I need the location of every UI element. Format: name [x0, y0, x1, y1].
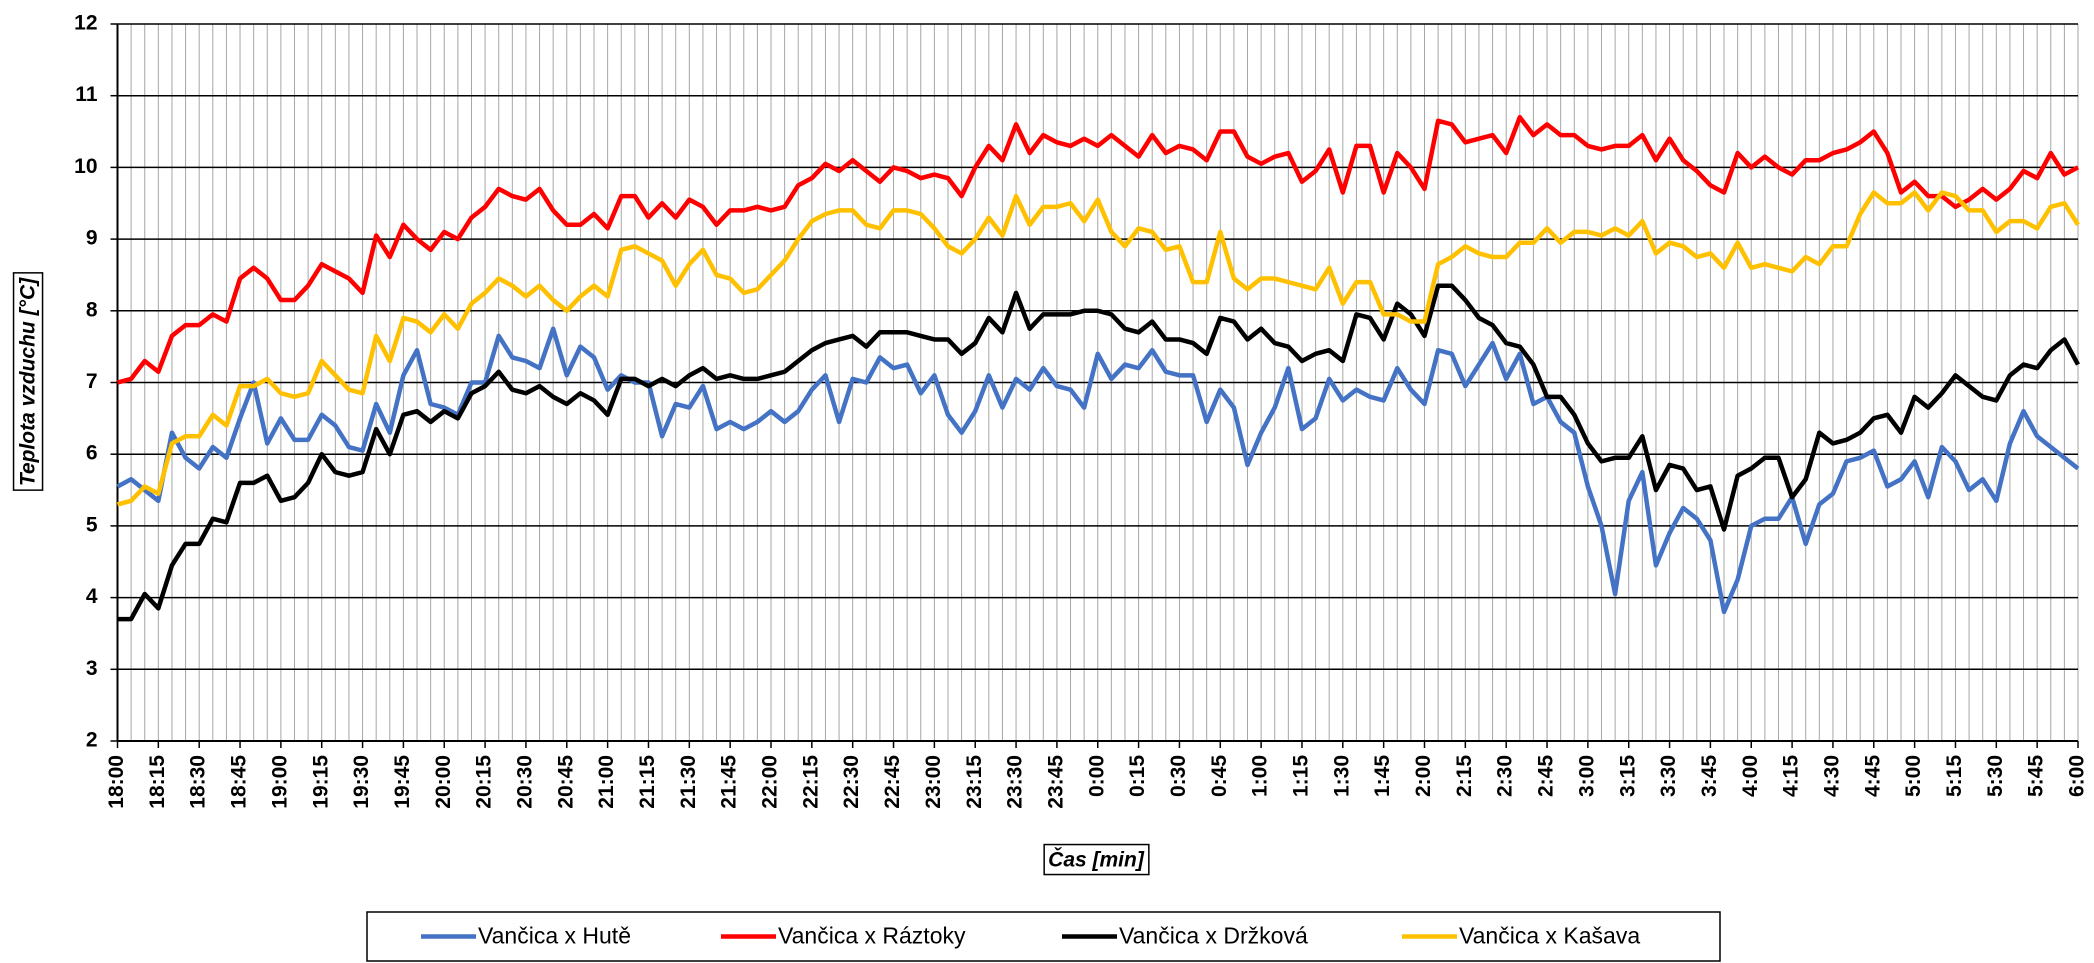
x-tick-label: 4:30: [1820, 755, 1843, 797]
y-axis-title: Teplota vzduchu [°C]: [17, 277, 40, 486]
x-tick-label: 22:30: [840, 755, 863, 809]
y-tick-label: 2: [86, 729, 98, 752]
x-tick-label: 19:00: [268, 755, 291, 809]
x-tick-label: 1:00: [1249, 755, 1272, 797]
y-tick-label: 6: [86, 442, 98, 465]
x-tick-label: 20:15: [473, 755, 496, 809]
y-axis-title-box: [12, 272, 44, 491]
x-tick-label: 4:15: [1780, 755, 1803, 797]
x-tick-label: 19:30: [350, 755, 373, 809]
x-tick-label: 1:45: [1371, 755, 1394, 797]
x-tick-label: 22:45: [881, 755, 904, 809]
legend-box: [366, 911, 1721, 962]
y-tick-label: 7: [86, 370, 98, 393]
y-tick-label: 12: [74, 12, 97, 35]
x-tick-label: 6:00: [2066, 755, 2089, 797]
x-tick-label: 18:45: [228, 755, 251, 809]
series-line: [116, 190, 2080, 507]
x-tick-label: 18:30: [187, 755, 210, 809]
y-tick-label: 5: [86, 513, 98, 536]
y-tick-label: 10: [74, 155, 97, 178]
x-tick-label: 4:45: [1861, 755, 1884, 797]
x-tick-label: 18:15: [146, 755, 169, 809]
x-tick-label: 5:30: [1984, 755, 2007, 797]
x-tick-label: 23:00: [922, 755, 945, 809]
x-tick-label: 1:15: [1290, 755, 1313, 797]
x-tick-label: 3:00: [1575, 755, 1598, 797]
x-axis-title-box: [1043, 843, 1150, 876]
x-tick-label: 3:45: [1698, 755, 1721, 797]
x-tick-label: 2:30: [1494, 755, 1517, 797]
x-tick-label: 22:15: [799, 755, 822, 809]
legend-label: Vančica x Kašava: [1459, 923, 1640, 949]
x-tick-label: 19:15: [309, 755, 332, 809]
x-tick-label: 5:15: [1943, 755, 1966, 797]
x-tick-label: 20:45: [554, 755, 577, 809]
y-tick-label: 3: [86, 657, 98, 680]
x-tick-label: 23:45: [1044, 755, 1067, 809]
x-tick-label: 0:00: [1085, 755, 1108, 797]
legend-label: Vančica x Ráztoky: [778, 923, 966, 949]
x-tick-label: 18:00: [105, 755, 128, 809]
x-tick-label: 2:15: [1453, 755, 1476, 797]
x-tick-label: 23:30: [1004, 755, 1027, 809]
x-tick-label: 5:45: [2025, 755, 2048, 797]
x-tick-label: 2:45: [1535, 755, 1558, 797]
x-axis-title: Čas [min]: [1048, 848, 1145, 872]
x-tick-label: 5:00: [1902, 755, 1925, 797]
series-line: [117, 283, 2080, 622]
x-tick-label: 21:15: [636, 755, 659, 809]
x-tick-label: 19:45: [391, 755, 414, 809]
series-line: [116, 114, 2080, 385]
x-tick-label: 1:30: [1330, 755, 1353, 797]
y-tick-label: 8: [86, 298, 98, 321]
x-tick-label: 4:00: [1739, 755, 1762, 797]
series-line: [116, 326, 2080, 615]
y-tick-label: 4: [86, 585, 98, 608]
grid: [110, 23, 2079, 742]
x-tick-label: 22:00: [759, 755, 782, 809]
x-tick-label: 20:00: [432, 755, 455, 809]
x-tick-label: 3:30: [1657, 755, 1680, 797]
y-tick-label: 9: [86, 227, 98, 250]
x-tick-label: 21:30: [677, 755, 700, 809]
annotations: 2 3 4 5 6 7 8 9 10 11 12 18:00 18:15 18:30 18:45 19:00 1…: [12, 12, 2089, 962]
plot-lines: [116, 114, 2080, 622]
x-tick-label: 2:00: [1412, 755, 1435, 797]
x-tick-label: 21:45: [718, 755, 741, 809]
x-tick-label: 23:15: [963, 755, 986, 809]
x-tick-label: 21:00: [595, 755, 618, 809]
y-tick-label: 11: [75, 83, 98, 106]
x-tick-label: 0:15: [1126, 755, 1149, 797]
legend-label: Vančica x Držková: [1119, 923, 1308, 949]
x-tick-label: 20:30: [513, 755, 536, 809]
x-tick-label: 0:30: [1167, 755, 1190, 797]
x-tick-label: 3:15: [1616, 755, 1639, 797]
legend-label: Vančica x Hutě: [478, 923, 631, 949]
x-tick-label: 0:45: [1208, 755, 1231, 797]
